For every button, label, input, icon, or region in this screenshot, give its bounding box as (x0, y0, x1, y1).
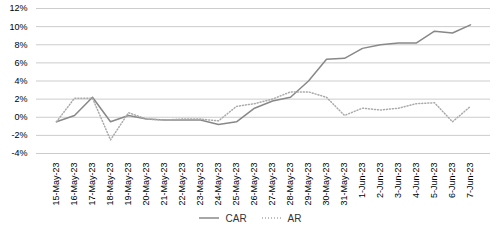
html-text:CAR: CAR (225, 212, 247, 224)
svg-text:4%: 4% (14, 76, 27, 86)
svg-text:4-Jun-23: 4-Jun-23 (411, 163, 421, 199)
svg-text:22-May-23: 22-May-23 (177, 163, 187, 206)
svg-text:30-May-23: 30-May-23 (321, 163, 331, 206)
svg-text:24-May-23: 24-May-23 (213, 163, 223, 206)
html-text:AR: AR (287, 212, 302, 224)
svg-text:2%: 2% (14, 94, 27, 104)
svg-text:10%: 10% (9, 22, 27, 32)
svg-text:0%: 0% (14, 112, 27, 122)
svg-text:15-May-23: 15-May-23 (51, 163, 61, 206)
svg-text:12%: 12% (9, 3, 27, 13)
svg-text:17-May-23: 17-May-23 (87, 163, 97, 206)
svg-text:26-May-23: 26-May-23 (249, 163, 259, 206)
svg-text:7-Jun-23: 7-Jun-23 (465, 163, 475, 199)
svg-text:1-Jun-23: 1-Jun-23 (357, 163, 367, 199)
svg-text:25-May-23: 25-May-23 (231, 163, 241, 206)
svg-text:8%: 8% (14, 40, 27, 50)
svg-text:18-May-23: 18-May-23 (105, 163, 115, 206)
svg-text:20-May-23: 20-May-23 (141, 163, 151, 206)
svg-text:5-Jun-23: 5-Jun-23 (429, 163, 439, 199)
svg-text:28-May-23: 28-May-23 (285, 163, 295, 206)
svg-text:-2%: -2% (11, 130, 27, 140)
svg-text:23-May-23: 23-May-23 (195, 163, 205, 206)
svg-text:6-Jun-23: 6-Jun-23 (447, 163, 457, 199)
svg-text:2-Jun-23: 2-Jun-23 (375, 163, 385, 199)
svg-text:21-May-23: 21-May-23 (159, 163, 169, 206)
svg-text:-4%: -4% (11, 148, 27, 158)
svg-text:3-Jun-23: 3-Jun-23 (393, 163, 403, 199)
svg-text:29-May-23: 29-May-23 (303, 163, 313, 206)
svg-text:16-May-23: 16-May-23 (69, 163, 79, 206)
svg-text:19-May-23: 19-May-23 (123, 163, 133, 206)
svg-text:6%: 6% (14, 58, 27, 68)
svg-text:31-May-23: 31-May-23 (339, 163, 349, 206)
svg-text:27-May-23: 27-May-23 (267, 163, 277, 206)
